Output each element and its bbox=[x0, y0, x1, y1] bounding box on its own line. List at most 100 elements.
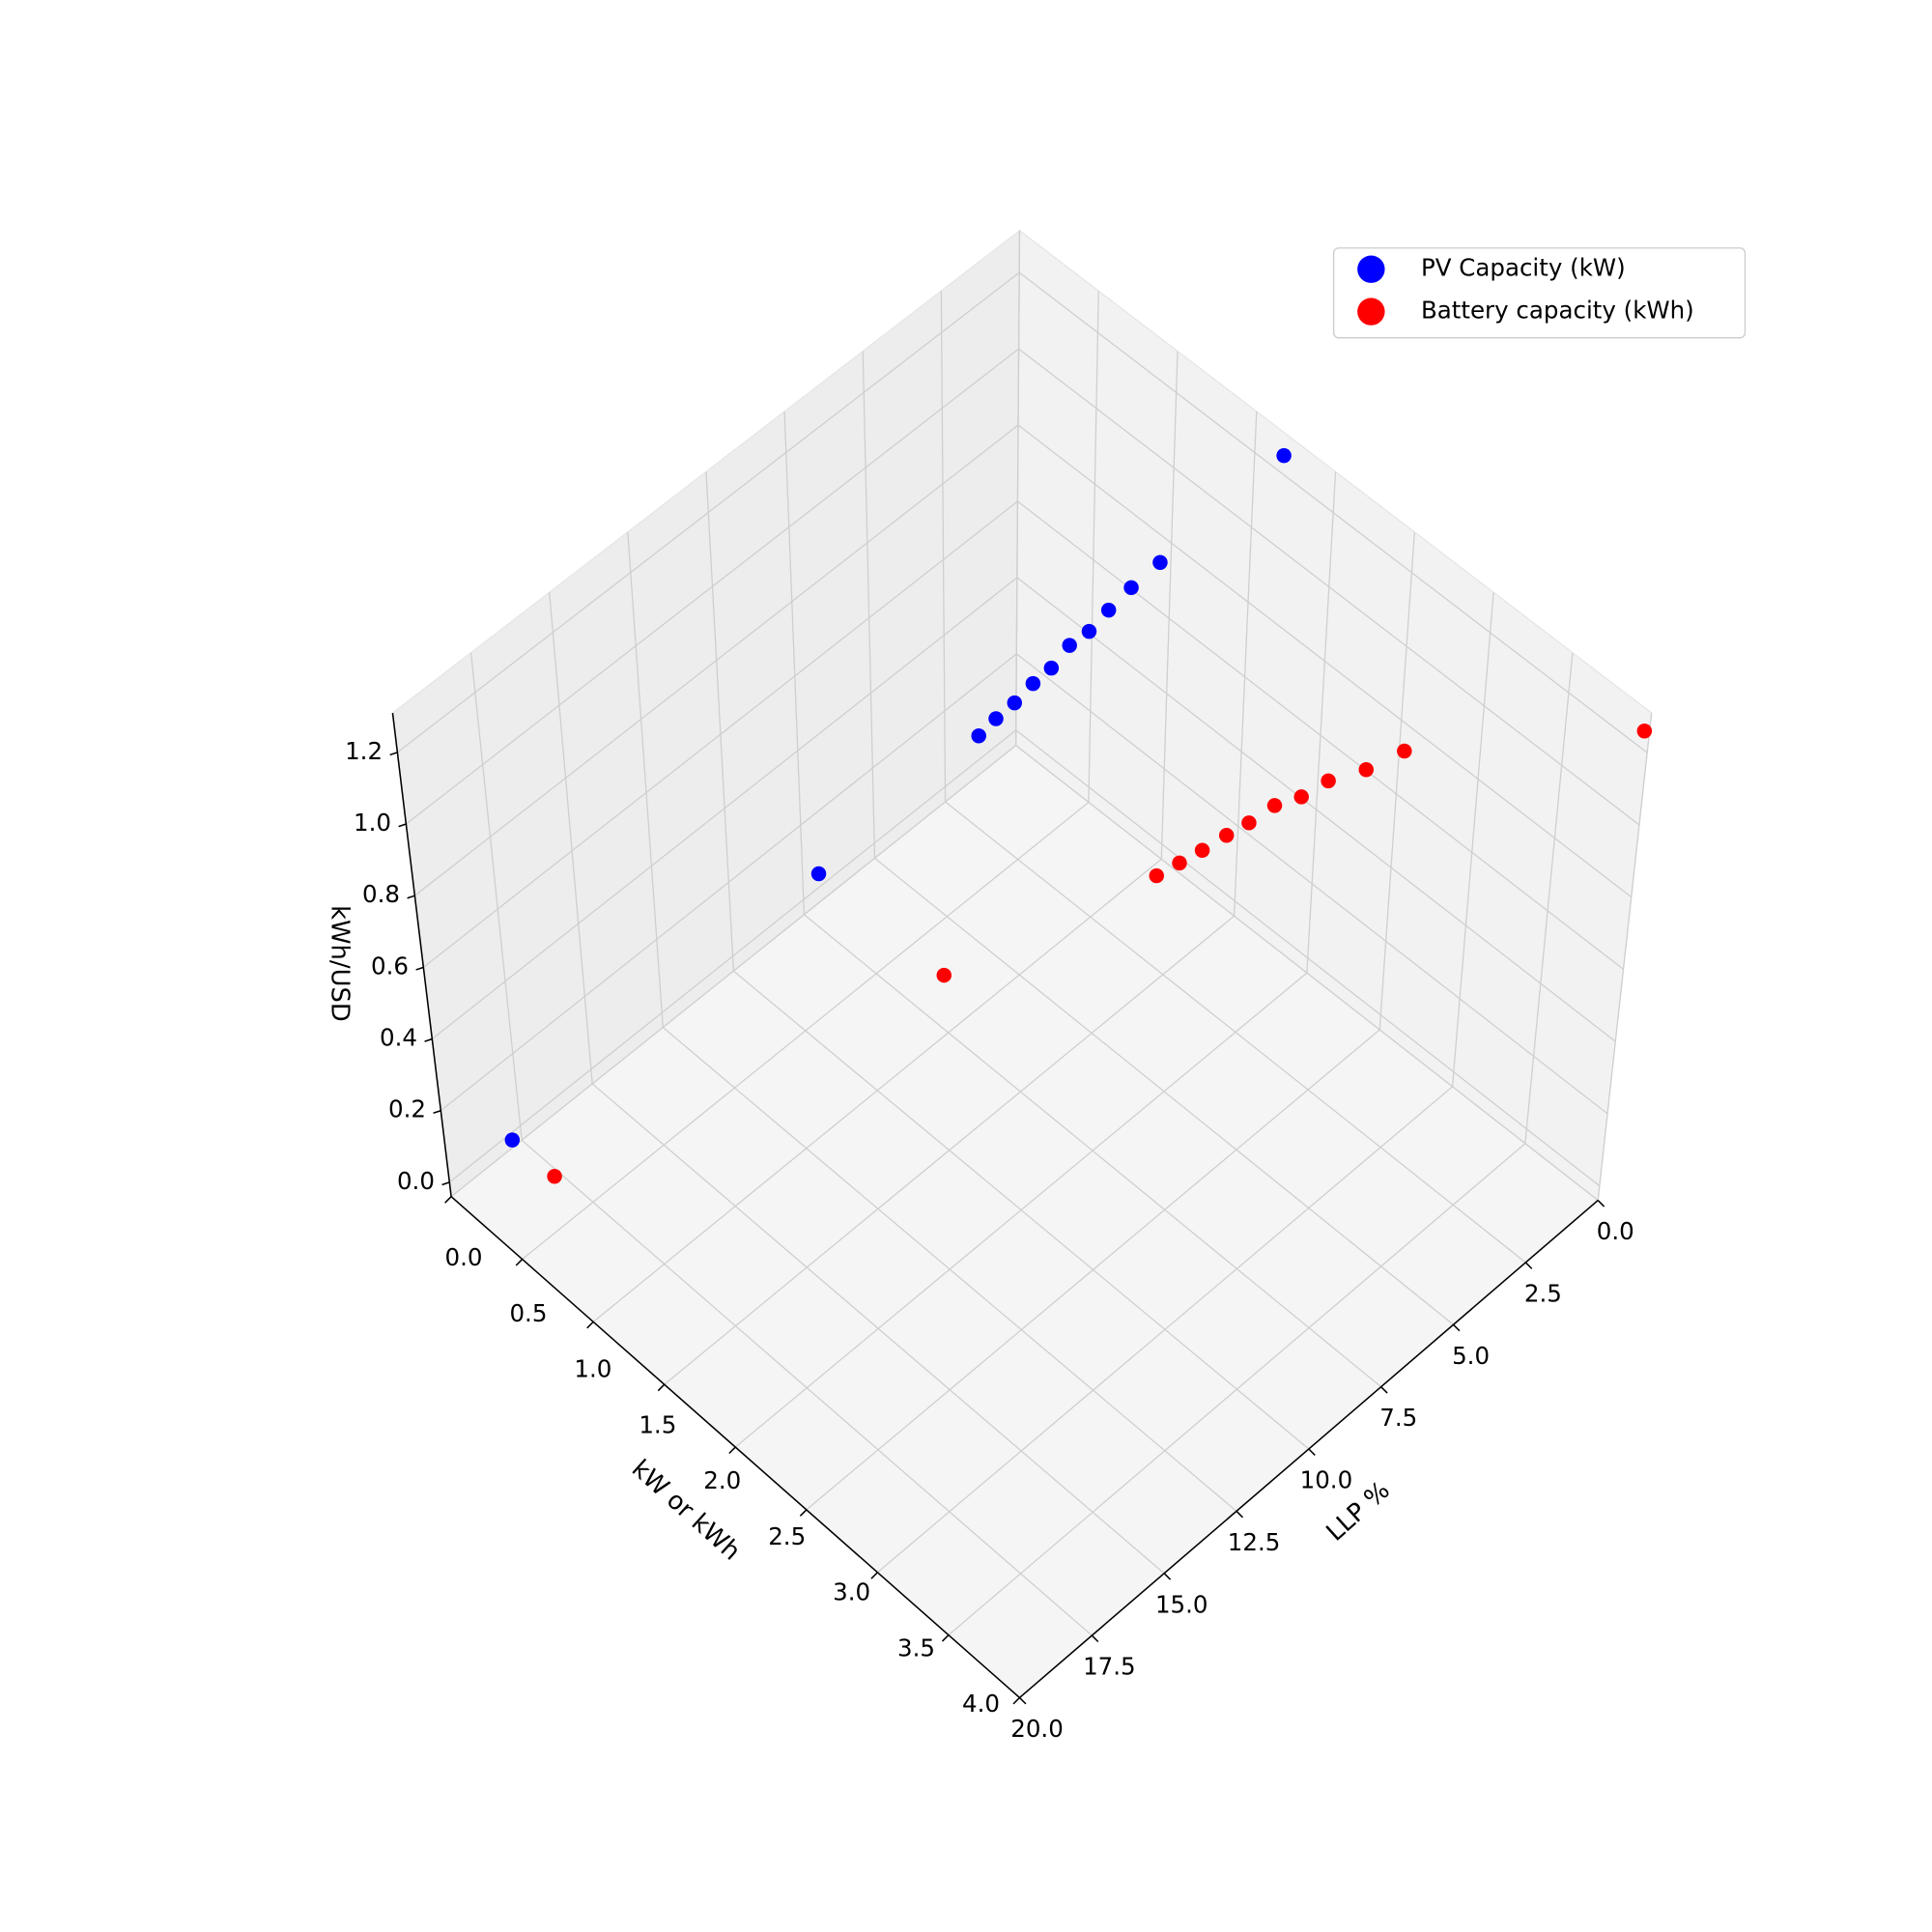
grid-line bbox=[549, 592, 593, 1084]
y-tick-label: 2.5 bbox=[768, 1522, 806, 1550]
grid-line bbox=[783, 411, 806, 915]
z-tick-label: 1.0 bbox=[354, 809, 391, 837]
y-tick bbox=[444, 1196, 452, 1204]
grid-line bbox=[1016, 577, 1616, 1042]
point bbox=[1100, 602, 1117, 618]
y-tick-label: 3.0 bbox=[833, 1578, 870, 1606]
y-tick bbox=[586, 1321, 594, 1329]
point bbox=[1241, 815, 1257, 831]
x-tick bbox=[1524, 1262, 1533, 1269]
grid-line bbox=[448, 729, 1017, 1183]
y-tick-label: 1.0 bbox=[574, 1355, 611, 1383]
z-tick-label: 0.0 bbox=[397, 1167, 435, 1195]
grid-line bbox=[1378, 531, 1415, 1031]
grid-line bbox=[876, 1086, 1453, 1574]
y-tick bbox=[799, 1509, 808, 1517]
point bbox=[971, 728, 986, 744]
grid-line bbox=[1524, 652, 1574, 1144]
grid-line bbox=[734, 972, 1308, 1448]
point bbox=[936, 967, 952, 983]
y-tick bbox=[1012, 1696, 1021, 1705]
z-tick-label: 0.4 bbox=[380, 1024, 417, 1052]
legend-marker bbox=[1357, 298, 1385, 326]
grid-line bbox=[862, 351, 876, 859]
grid-line bbox=[522, 801, 1090, 1261]
x-tick bbox=[1597, 1200, 1605, 1208]
point bbox=[1194, 842, 1210, 858]
grid-line bbox=[1017, 500, 1624, 970]
x-tick-label: 0.0 bbox=[1597, 1217, 1634, 1245]
grid-line bbox=[396, 271, 1020, 753]
grid-line bbox=[469, 652, 523, 1141]
point bbox=[1149, 867, 1165, 884]
y-tick-label: 0.5 bbox=[509, 1299, 547, 1327]
y-tick-label: 4.0 bbox=[962, 1690, 1000, 1718]
point bbox=[1062, 638, 1077, 653]
point bbox=[1081, 623, 1097, 639]
y-tick bbox=[657, 1383, 666, 1392]
y-tick-label: 2.0 bbox=[703, 1466, 741, 1494]
z-tick-label: 0.8 bbox=[362, 880, 400, 908]
z-axis-line bbox=[391, 712, 452, 1197]
point bbox=[1636, 724, 1653, 739]
x-tick-label: 5.0 bbox=[1452, 1342, 1490, 1370]
grid-line bbox=[413, 424, 1019, 896]
x-tick bbox=[1236, 1510, 1243, 1519]
grid-line bbox=[1014, 230, 1021, 746]
legend-marker bbox=[1357, 255, 1385, 283]
y-tick bbox=[728, 1446, 736, 1455]
grid-line bbox=[1018, 271, 1648, 753]
grid-line bbox=[627, 531, 664, 1028]
grid-line bbox=[440, 653, 1017, 1112]
plot-area: 0.0 2.5 5.0 7.5 10.0 12.5 15.0 17.5 20.0 0.0 0.5 1.… bbox=[325, 229, 1747, 1743]
y-tick-label: 3.5 bbox=[897, 1634, 935, 1662]
x-tick-label: 10.0 bbox=[1300, 1466, 1353, 1494]
y-tick bbox=[941, 1634, 950, 1642]
point bbox=[1397, 743, 1412, 759]
grid-line bbox=[948, 1143, 1526, 1636]
grid-line bbox=[940, 291, 947, 803]
point bbox=[1293, 789, 1309, 805]
z-tick bbox=[433, 1109, 441, 1115]
grid-line bbox=[592, 858, 1162, 1322]
x-tick bbox=[1018, 1696, 1027, 1705]
y-tick-label: 1.5 bbox=[639, 1410, 676, 1438]
grid-line bbox=[1306, 471, 1337, 974]
x-tick-label: 2.5 bbox=[1524, 1279, 1562, 1307]
grid-line bbox=[1160, 351, 1179, 860]
legend: PV Capacity (kW) Battery capacity (kWh) bbox=[1332, 247, 1747, 339]
grid-line bbox=[1088, 291, 1099, 803]
legend-box bbox=[1332, 247, 1747, 339]
point bbox=[1123, 580, 1139, 596]
point bbox=[1043, 660, 1060, 676]
point bbox=[988, 711, 1004, 726]
point bbox=[1321, 773, 1336, 789]
grid-line bbox=[1018, 348, 1640, 826]
x-tick bbox=[1091, 1634, 1099, 1643]
grid-line bbox=[422, 500, 1018, 968]
point bbox=[1007, 695, 1023, 711]
point bbox=[547, 1168, 562, 1184]
grid-line bbox=[1451, 592, 1494, 1087]
x-tick-label: 15.0 bbox=[1155, 1590, 1208, 1618]
legend-label: PV Capacity (kW) bbox=[1421, 254, 1626, 282]
grid-line bbox=[450, 745, 1017, 1198]
x-tick bbox=[1163, 1573, 1172, 1580]
x-tick-label: 12.5 bbox=[1228, 1528, 1281, 1556]
z-tick bbox=[424, 1037, 433, 1042]
grid-line bbox=[664, 915, 1235, 1385]
point bbox=[504, 1132, 521, 1148]
z-axis-label: kWh/USD bbox=[325, 905, 354, 1022]
point bbox=[1172, 855, 1187, 871]
point bbox=[1358, 762, 1374, 778]
x-tick-label: 7.5 bbox=[1379, 1404, 1417, 1432]
x-tick bbox=[1308, 1448, 1316, 1456]
y-tick bbox=[515, 1258, 524, 1266]
legend-label: Battery capacity (kWh) bbox=[1421, 297, 1694, 325]
z-tick bbox=[415, 966, 424, 971]
z-tick-label: 0.6 bbox=[371, 952, 409, 980]
grid-line bbox=[431, 577, 1018, 1040]
z-tick bbox=[398, 823, 407, 828]
x-tick-label: 17.5 bbox=[1083, 1653, 1136, 1681]
